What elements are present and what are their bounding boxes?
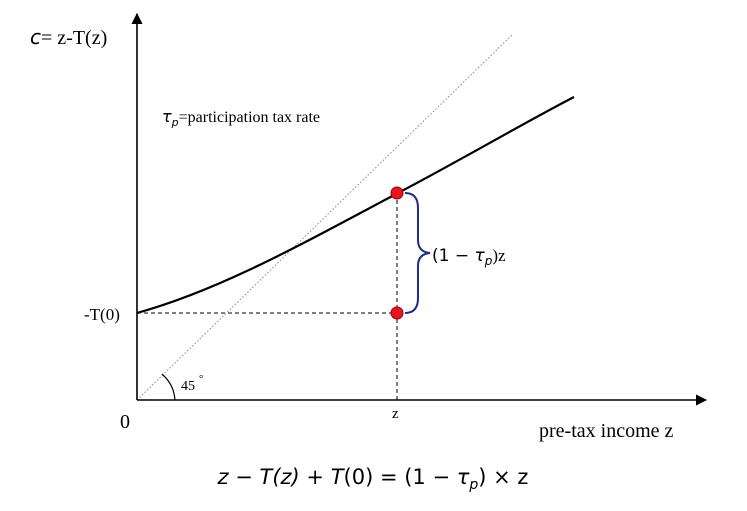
y-intercept-label: -T(0) xyxy=(84,305,120,324)
angle-label: 45 ° xyxy=(181,373,203,394)
tau-definition: τp=participation tax rate xyxy=(162,107,320,129)
y-axis-label: c= z-T(z) xyxy=(30,25,107,49)
lower-point xyxy=(390,306,404,320)
consumption-curve xyxy=(136,96,575,315)
angle-arc xyxy=(161,373,176,401)
upper-point xyxy=(390,186,404,200)
45-degree-line xyxy=(136,34,513,401)
brace xyxy=(404,192,431,314)
x-tick-label: z xyxy=(392,406,399,422)
equation: z − T(z) + T(0) = (1 − τp) × z xyxy=(217,465,529,493)
origin-label: 0 xyxy=(120,411,130,433)
brace-label: (1 − τp)z xyxy=(432,246,506,268)
x-axis-label: pre-tax income z xyxy=(539,420,673,442)
